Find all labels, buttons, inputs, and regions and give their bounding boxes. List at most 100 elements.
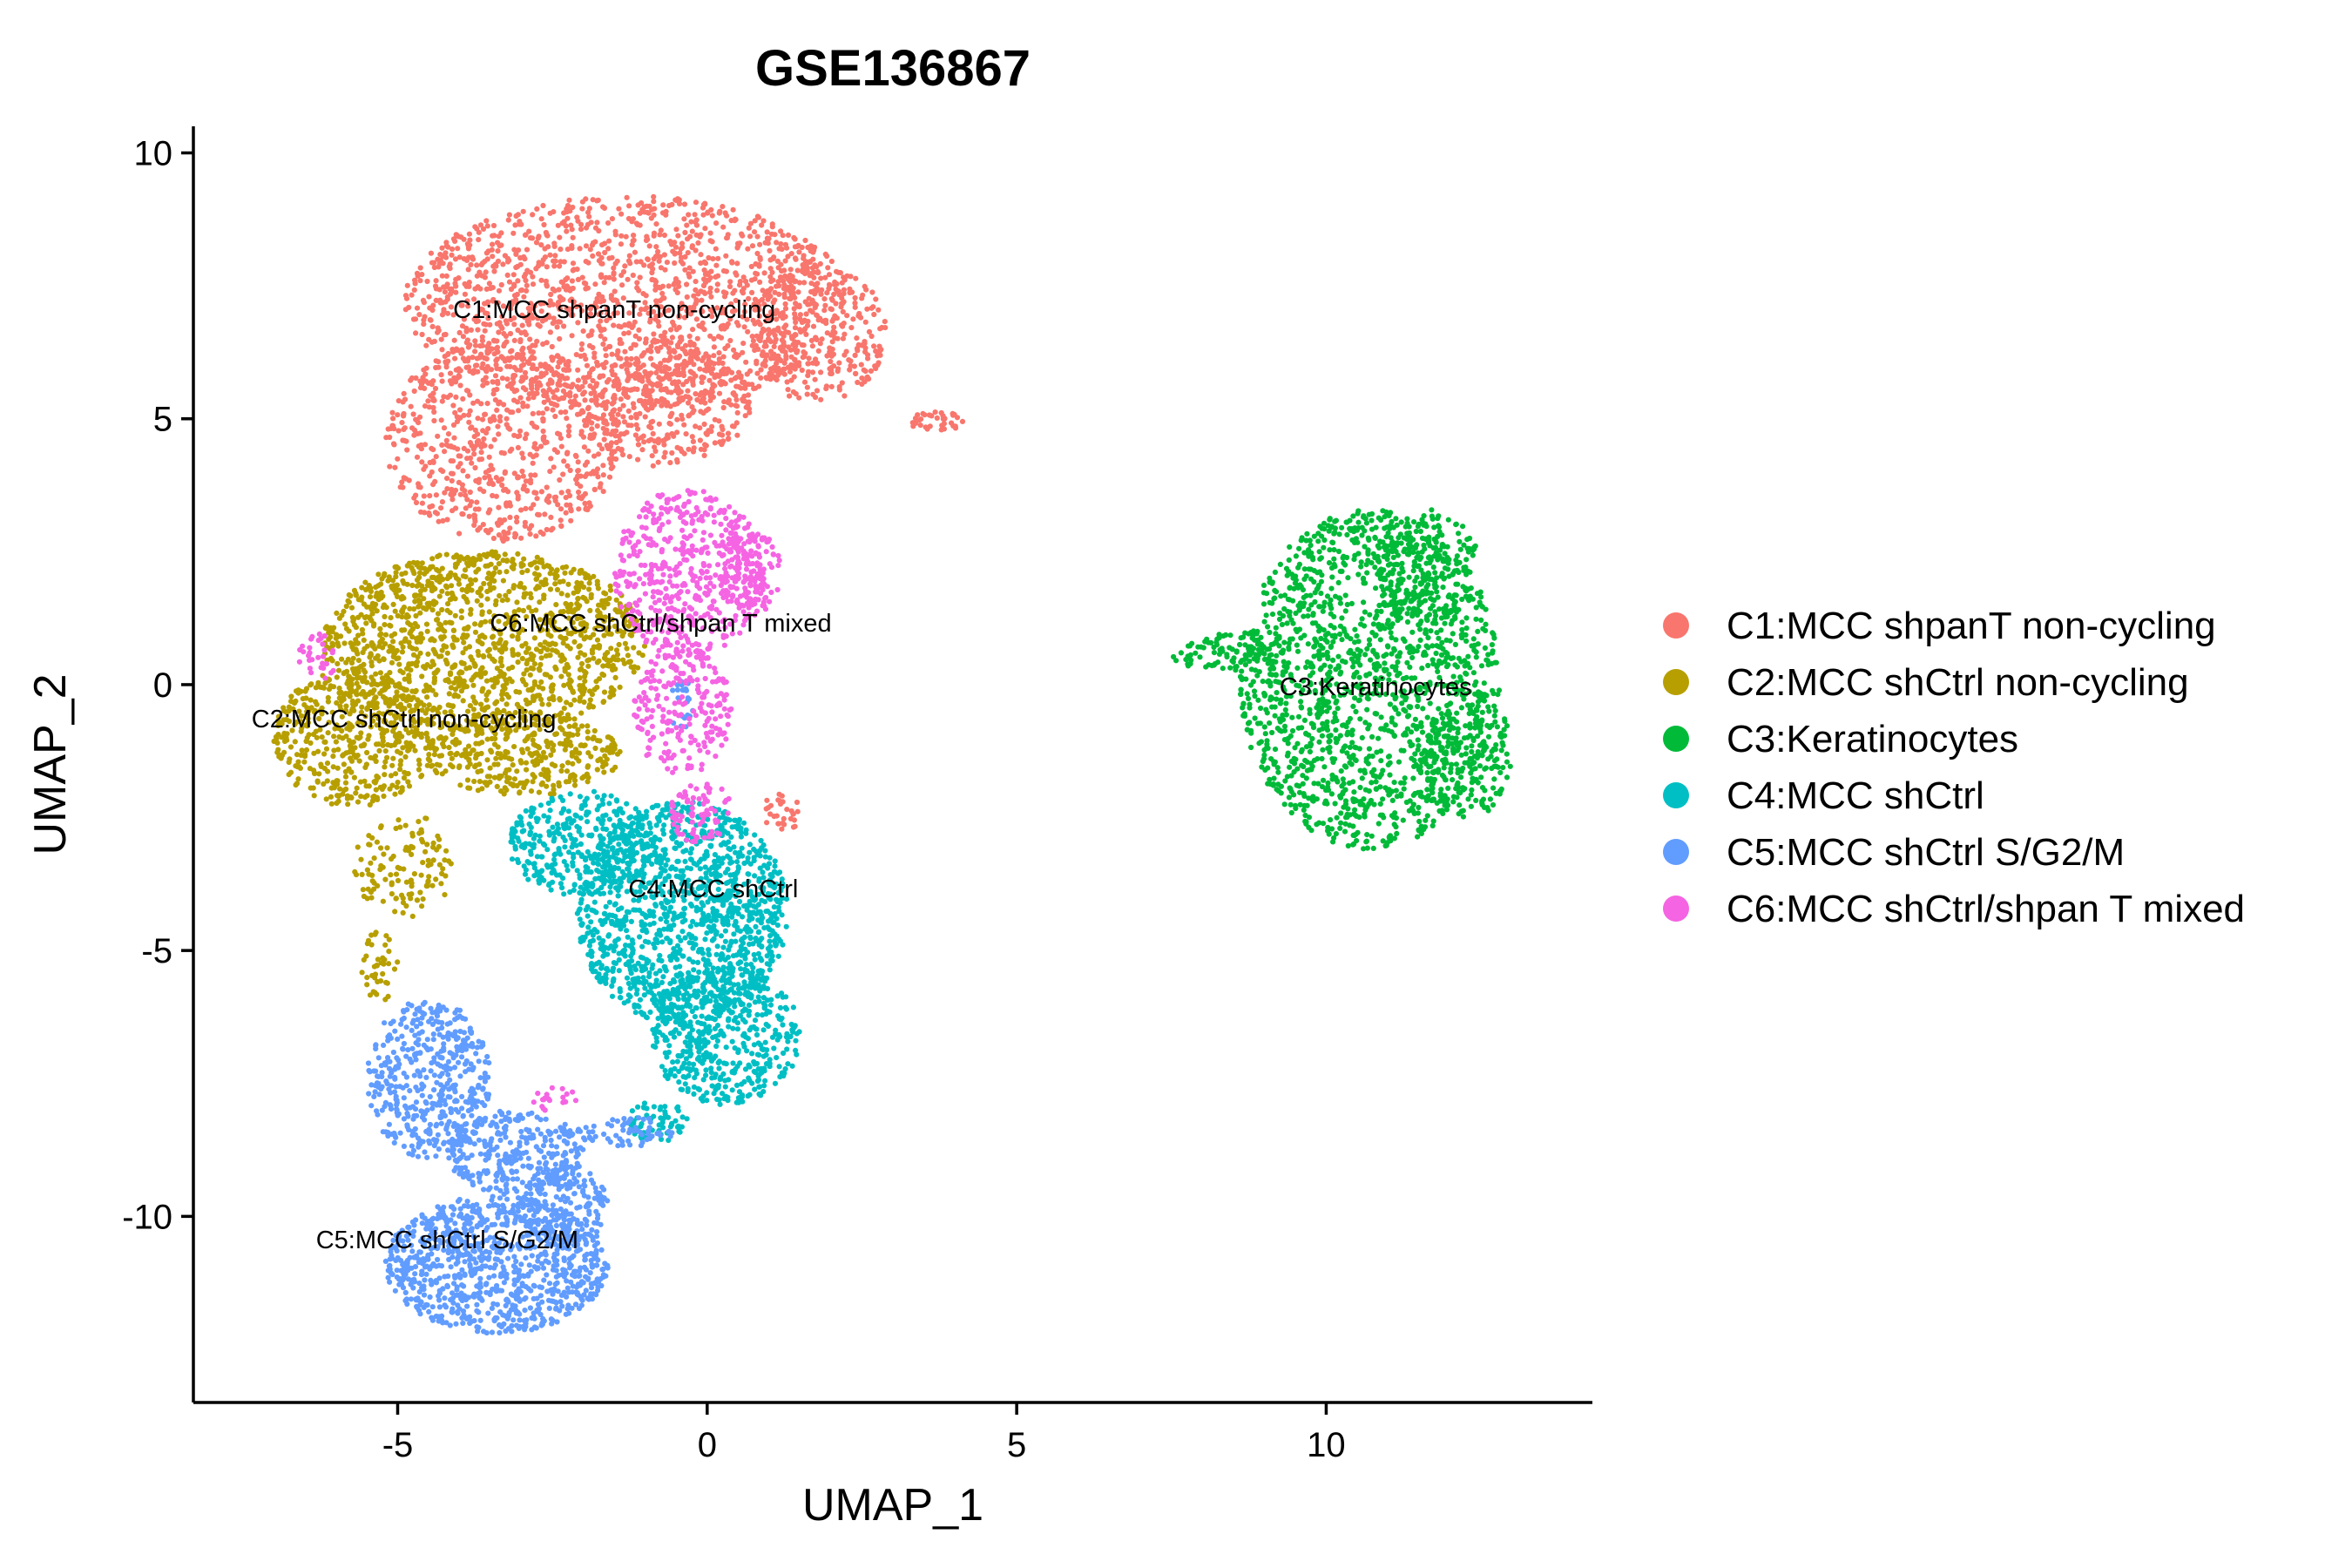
data-point <box>482 259 488 265</box>
data-point <box>491 387 497 394</box>
data-point <box>396 661 402 667</box>
data-point <box>575 459 581 465</box>
data-point <box>351 587 358 594</box>
data-point <box>812 376 818 382</box>
data-point <box>763 343 769 349</box>
data-point <box>835 335 841 341</box>
data-point <box>542 440 548 446</box>
data-point <box>293 698 299 705</box>
data-point <box>538 277 544 283</box>
data-point <box>804 391 810 397</box>
data-point <box>570 234 576 240</box>
data-point <box>613 597 619 603</box>
data-point <box>690 268 696 274</box>
data-point <box>787 393 793 399</box>
data-point <box>597 442 603 448</box>
data-point <box>498 655 504 661</box>
data-point <box>734 432 740 438</box>
data-point <box>525 733 531 740</box>
data-point <box>659 402 665 409</box>
data-point <box>400 695 406 702</box>
data-point <box>552 413 558 420</box>
data-point <box>679 254 685 260</box>
data-point <box>558 652 564 659</box>
data-point <box>314 779 321 785</box>
data-point <box>613 428 619 434</box>
data-point <box>646 263 652 269</box>
data-point <box>467 489 473 496</box>
data-point <box>336 733 342 740</box>
data-point <box>599 598 605 604</box>
data-point <box>339 656 345 662</box>
data-point <box>520 562 526 568</box>
data-point <box>757 241 763 247</box>
data-point <box>656 323 662 329</box>
data-point <box>480 652 486 659</box>
data-point <box>449 246 456 253</box>
data-point <box>523 375 529 381</box>
data-point <box>507 514 513 521</box>
data-point <box>548 514 554 521</box>
data-point <box>700 308 706 314</box>
data-point <box>882 319 888 325</box>
data-point <box>774 316 780 322</box>
data-point <box>489 549 496 555</box>
data-point <box>598 310 604 316</box>
data-point <box>459 635 466 641</box>
data-point <box>617 684 623 691</box>
data-point <box>295 687 301 693</box>
data-point <box>639 447 645 453</box>
data-point <box>467 237 473 243</box>
data-point <box>405 619 411 626</box>
data-point <box>390 601 396 608</box>
data-point <box>366 583 372 589</box>
data-point <box>287 756 293 762</box>
data-point <box>655 248 661 255</box>
data-point <box>812 262 818 268</box>
data-point <box>713 220 720 226</box>
data-point <box>586 580 592 586</box>
data-point <box>461 445 467 451</box>
data-point <box>818 396 824 402</box>
data-point <box>781 267 787 274</box>
data-point <box>489 346 495 352</box>
data-point <box>657 382 664 388</box>
data-point <box>336 686 342 692</box>
data-point <box>536 585 542 591</box>
data-point <box>348 640 354 646</box>
data-point <box>449 739 456 746</box>
data-point <box>764 375 770 382</box>
data-point <box>850 316 856 322</box>
data-point <box>355 614 362 620</box>
data-point <box>586 411 592 417</box>
data-point <box>593 382 599 389</box>
data-point <box>416 757 422 763</box>
data-point <box>554 387 560 393</box>
data-point <box>764 229 770 235</box>
data-point <box>316 771 322 777</box>
data-point <box>482 411 489 417</box>
data-point <box>536 572 542 578</box>
data-point <box>496 478 502 484</box>
data-point <box>563 276 569 283</box>
data-point <box>744 282 750 288</box>
data-point <box>521 671 527 677</box>
data-point <box>455 348 461 354</box>
data-point <box>456 275 462 281</box>
data-point <box>361 637 367 644</box>
data-point <box>650 418 656 424</box>
data-point <box>703 443 709 449</box>
data-point <box>703 362 710 368</box>
data-point <box>632 371 639 377</box>
data-point <box>656 258 662 264</box>
data-point <box>630 401 637 407</box>
data-point <box>514 355 520 361</box>
data-point <box>313 699 319 705</box>
data-point <box>414 454 421 460</box>
data-point <box>400 484 406 490</box>
data-point <box>456 329 463 335</box>
data-point <box>315 748 321 754</box>
data-point <box>606 474 613 480</box>
data-point <box>646 423 652 429</box>
data-point <box>561 458 567 464</box>
